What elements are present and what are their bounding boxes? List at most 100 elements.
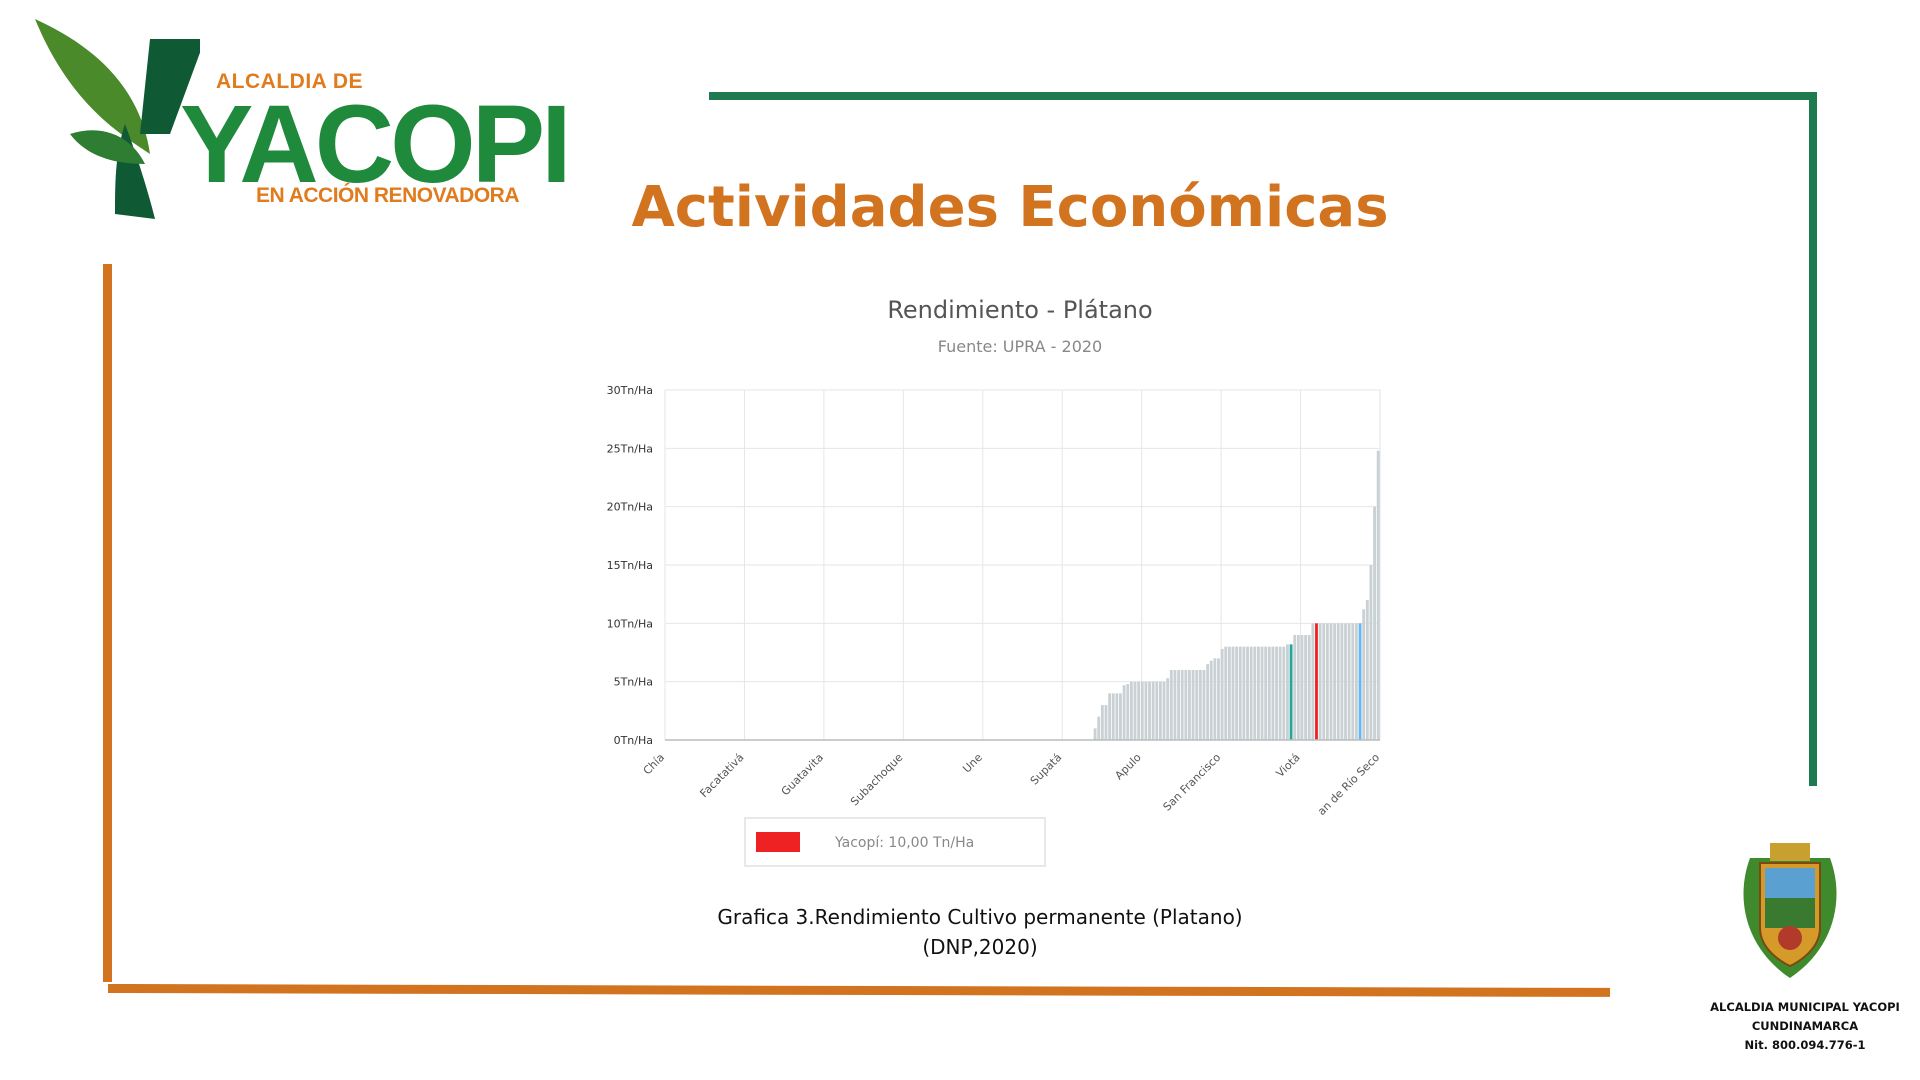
x-tick-label: an de Río Seco [1315,751,1382,818]
chart-bar [1329,623,1333,740]
chart-bar [1173,670,1177,740]
chart-bar [1307,635,1311,740]
chart-bar [1155,681,1159,740]
chart-bar [1122,685,1126,740]
chart-bar [1264,646,1268,740]
chart-bar [1322,623,1326,740]
municipal-seal-icon [1743,843,1837,978]
legend-swatch [756,832,800,852]
chart-bar [1100,705,1104,740]
x-tick-label: Facatativá [697,751,746,800]
x-tick-label: Viotá [1274,751,1303,780]
chart-bar [1289,644,1293,740]
x-tick-label: Guatavita [779,751,826,798]
seal-line-1: ALCALDIA MUNICIPAL YACOPI [1710,1000,1900,1014]
logo-top-text: ALCALDIA DE [216,70,364,93]
logo-sub-text: EN ACCIÓN RENOVADORA [256,184,520,207]
chart-bar [1162,681,1166,740]
chart-bar [1278,646,1282,740]
chart-bar [1126,684,1130,740]
leaf-logo-icon [35,19,200,219]
chart-bar [1220,649,1224,740]
chart-bar [1231,646,1235,740]
chart-bar [1151,681,1155,740]
chart-bar [1115,693,1119,740]
chart-bar [1246,646,1249,740]
y-tick-label: 5Tn/Ha [614,676,653,689]
seal-line-3: Nit. 800.094.776-1 [1744,1038,1866,1052]
orange-frame-left-line [103,264,112,982]
chart-title: Rendimiento - Plátano [887,296,1152,324]
chart-bar [1304,635,1308,740]
chart-bar [1260,646,1264,740]
green-frame-top-line [709,92,1817,100]
chart-bar [1333,623,1337,740]
chart-bar [1347,623,1351,740]
chart-bar [1119,693,1122,740]
x-tick-label: Une [960,751,985,776]
chart-bar [1267,646,1271,740]
chart-bar [1202,670,1206,740]
chart-bar [1140,681,1144,740]
x-tick-label: Chía [641,751,667,777]
chart-bar [1108,693,1112,740]
chart-caption: Grafica 3.Rendimiento Cultivo permanente… [630,902,1330,962]
y-tick-label: 0Tn/Ha [614,734,653,747]
caption-line-2: (DNP,2020) [922,935,1038,959]
chart-bar [1235,646,1239,740]
seal-line-2: CUNDINAMARCA [1751,1019,1859,1033]
chart-bar [1315,623,1318,740]
caption-line-1: Grafica 3.Rendimiento Cultivo permanente… [717,905,1243,929]
chart-bar [1198,670,1202,740]
chart-bar [1195,670,1199,740]
chart-bar [1191,670,1195,740]
green-frame-right-line [1809,92,1817,786]
x-tick-label: Subachoque [848,751,906,809]
chart-bar [1184,670,1188,740]
yield-bar-chart: Rendimiento - Plátano Fuente: UPRA - 202… [607,296,1382,867]
y-tick-label: 20Tn/Ha [607,501,653,514]
chart-bar [1148,681,1151,740]
chart-bar [1206,664,1210,740]
chart-bar [1213,658,1217,740]
chart-bar [1097,716,1101,740]
chart-bar [1369,565,1373,740]
chart-bar [1282,646,1286,740]
chart-bar [1217,658,1220,740]
chart-bar [1238,646,1242,740]
chart-bar [1365,600,1369,740]
chart-bar [1104,705,1108,740]
y-tick-label: 25Tn/Ha [607,442,653,455]
chart-bar [1336,623,1340,740]
chart-bar [1296,635,1300,740]
chart-bar [1159,681,1162,740]
x-tick-label: Apulo [1112,751,1143,782]
chart-bar [1325,623,1329,740]
orange-frame-bottom-line [107,984,1611,997]
chart-bar [1373,506,1376,740]
chart-bar [1166,678,1170,740]
x-tick-label: San Francisco [1161,751,1224,814]
chart-subtitle: Fuente: UPRA - 2020 [938,337,1102,356]
legend-label: Yacopí: 10,00 Tn/Ha [834,835,974,851]
chart-bar [1351,623,1355,740]
y-tick-label: 10Tn/Ha [607,617,653,630]
chart-bar [1188,670,1191,740]
chart-bar [1275,646,1278,740]
chart-bar [1286,644,1289,740]
chart-bar [1354,623,1358,740]
chart-bar [1362,609,1366,740]
chart-bar [1271,646,1275,740]
chart-bar [1129,681,1133,740]
chart-bar [1111,693,1115,740]
chart-bar [1358,623,1362,740]
slide-title: Actividades Económicas [631,175,1389,240]
chart-bar [1344,623,1347,740]
chart-bar [1137,681,1141,740]
chart-bar [1242,646,1246,740]
chart-bar [1180,670,1184,740]
chart-bar [1209,660,1213,740]
yacopi-logo: ALCALDIA DE YACOPI EN ACCIÓN RENOVADORA [30,14,572,224]
chart-bar [1311,623,1315,740]
chart-bar [1227,646,1231,740]
